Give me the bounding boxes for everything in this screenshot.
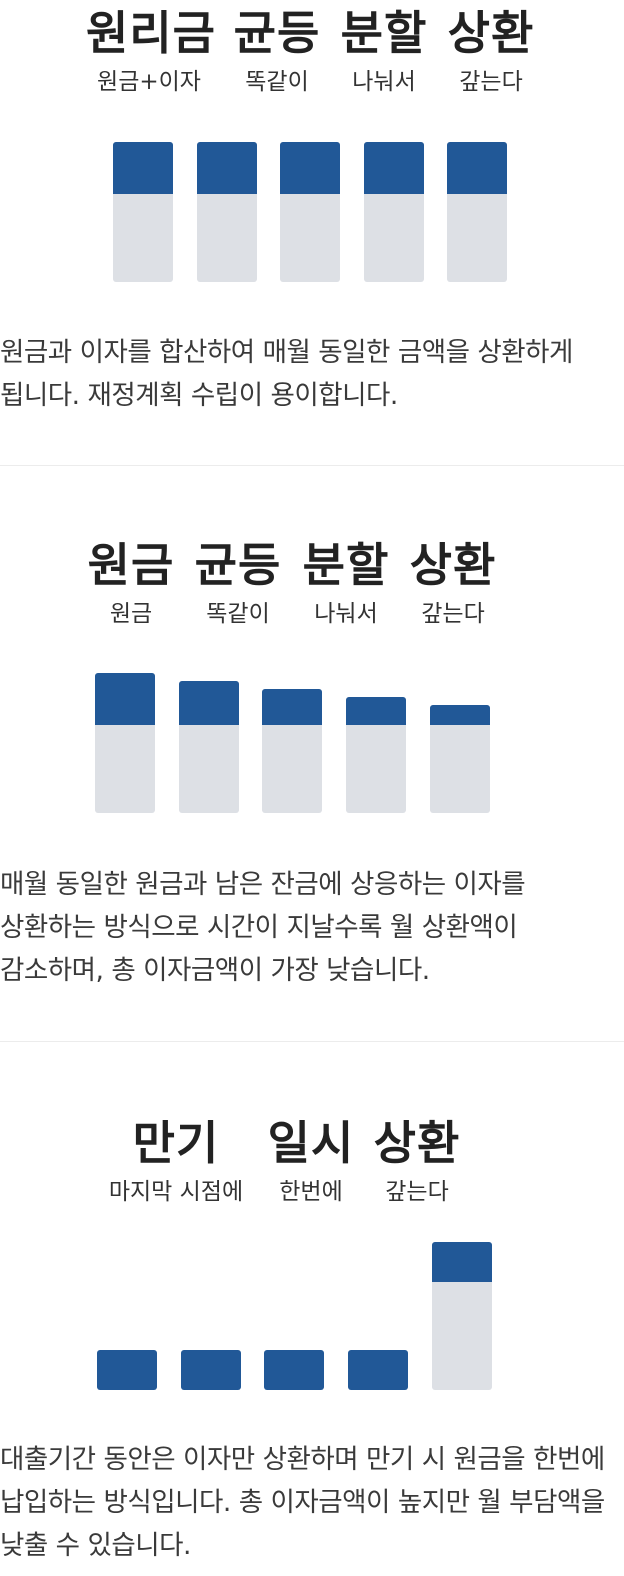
title-col: 상환 갚는다 <box>408 538 498 628</box>
bar <box>264 1350 324 1390</box>
bar-fill <box>262 689 322 725</box>
title-group: 원리금 원금+이자 균등 똑같이 분할 나눠서 상환 갚는다 <box>0 6 624 116</box>
title-word: 상환 <box>373 1116 461 1170</box>
bar <box>447 142 507 282</box>
title-caption: 마지막 시점에 <box>108 1179 244 1205</box>
title-group: 만기 마지막 시점에 일시 한번에 상환 갚는다 <box>0 1116 624 1226</box>
bar-fill <box>346 697 406 725</box>
bar-group <box>0 1242 624 1390</box>
title-caption: 똑같이 <box>245 69 309 95</box>
title-col: 원금 원금 <box>86 538 176 628</box>
title-word: 만기 <box>132 1116 220 1170</box>
title-col: 분할 나눠서 <box>301 538 391 628</box>
title-word: 원리금 <box>86 6 216 60</box>
title-word: 상환 <box>447 6 535 60</box>
title-caption: 한번에 <box>279 1179 343 1205</box>
title-caption: 원금 <box>109 601 153 627</box>
description: 대출기간 동안은 이자만 상환하며 만기 시 원금을 한번에 납입하는 방식입니… <box>0 1444 605 1561</box>
bar <box>280 142 340 282</box>
title-word: 원금 <box>87 538 175 592</box>
title-caption: 나눠서 <box>352 69 416 95</box>
description: 매월 동일한 원금과 남은 잔금에 상응하는 이자를 상환하는 방식으로 시간이… <box>0 869 526 986</box>
title-col: 상환 갚는다 <box>372 1116 462 1206</box>
bar-fill <box>113 142 173 194</box>
section-equal-payment: 원리금 원금+이자 균등 똑같이 분할 나눠서 상환 갚는다 원금과 이자를 합… <box>0 0 624 466</box>
title-word: 일시 <box>267 1116 355 1170</box>
bar-fill <box>179 681 239 725</box>
bar-fill <box>447 142 507 194</box>
bar-group <box>0 673 624 813</box>
title-col: 상환 갚는다 <box>446 6 536 96</box>
bar <box>95 673 155 813</box>
bar-fill <box>364 142 424 194</box>
divider <box>0 1041 624 1042</box>
title-col: 균등 똑같이 <box>232 6 322 96</box>
title-word: 균등 <box>194 538 282 592</box>
title-word: 분할 <box>302 538 390 592</box>
section-equal-principal: 원금 원금 균등 똑같이 분할 나눠서 상환 갚는다 매월 동일한 원금과 남은… <box>0 466 624 1042</box>
title-col: 균등 똑같이 <box>193 538 283 628</box>
title-group: 원금 원금 균등 똑같이 분할 나눠서 상환 갚는다 <box>0 538 624 648</box>
title-col: 분할 나눠서 <box>339 6 429 96</box>
bar <box>97 1350 157 1390</box>
bar-group <box>0 142 624 282</box>
title-caption: 똑같이 <box>206 601 270 627</box>
bar <box>430 705 490 813</box>
title-caption: 원금+이자 <box>97 69 201 95</box>
bar-fill <box>280 142 340 194</box>
title-col: 원리금 원금+이자 <box>86 6 216 96</box>
section-bullet-repayment: 만기 마지막 시점에 일시 한번에 상환 갚는다 대출기간 동안은 이자만 상환… <box>0 1042 624 1576</box>
bar <box>181 1350 241 1390</box>
bar <box>346 697 406 813</box>
title-caption: 갚는다 <box>459 69 523 95</box>
bar-fill <box>430 705 490 725</box>
bar <box>113 142 173 282</box>
title-word: 균등 <box>233 6 321 60</box>
bar-fill <box>432 1242 492 1282</box>
description: 원금과 이자를 합산하여 매월 동일한 금액을 상환하게 됩니다. 재정계획 수… <box>0 337 573 411</box>
title-caption: 나눠서 <box>314 601 378 627</box>
title-word: 분할 <box>340 6 428 60</box>
bar <box>179 681 239 813</box>
divider <box>0 465 624 466</box>
bar <box>262 689 322 813</box>
title-col: 일시 한번에 <box>266 1116 356 1206</box>
bar-fill <box>95 673 155 725</box>
bar-fill <box>197 142 257 194</box>
title-col: 만기 마지막 시점에 <box>96 1116 256 1206</box>
bar <box>432 1242 492 1390</box>
bar <box>364 142 424 282</box>
title-caption: 갚는다 <box>385 1179 449 1205</box>
bar <box>197 142 257 282</box>
bar <box>348 1350 408 1390</box>
title-caption: 갚는다 <box>421 601 485 627</box>
title-word: 상환 <box>409 538 497 592</box>
